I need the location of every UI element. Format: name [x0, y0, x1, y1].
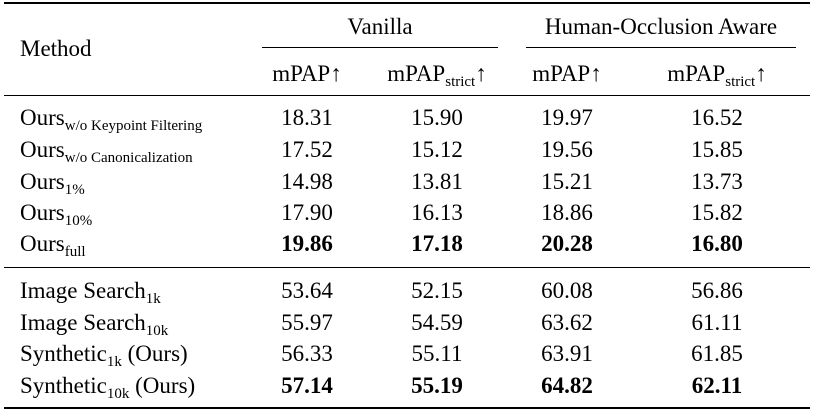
table-cell: 13.81 — [411, 169, 463, 194]
table-cell: 61.11 — [691, 310, 743, 335]
table-cell: 53.64 — [281, 278, 333, 303]
table-cell: 15.90 — [411, 105, 463, 130]
row-method-label: Oursfull — [20, 231, 86, 260]
hoa-group-underline — [526, 47, 796, 48]
table-cell: 61.85 — [691, 341, 743, 366]
table-cell: 62.11 — [691, 373, 743, 398]
table-cell: 16.52 — [691, 105, 743, 130]
table-cell: 19.56 — [541, 137, 593, 162]
table-cell: 19.86 — [281, 231, 333, 256]
row-method-label: Synthetic10k (Ours) — [20, 373, 196, 402]
col-header: mPAP↑ — [272, 61, 342, 86]
table-cell: 15.85 — [691, 137, 743, 162]
table-cell: 54.59 — [411, 310, 463, 335]
col-header: mPAPstrict↑ — [667, 61, 767, 90]
method-header: Method — [20, 36, 92, 61]
table-cell: 56.33 — [281, 341, 333, 366]
table-cell: 63.62 — [541, 310, 593, 335]
row-method-label: Ours1% — [20, 169, 85, 198]
row-method-label: Image Search10k — [20, 310, 169, 339]
table-cell: 19.97 — [541, 105, 593, 130]
table-cell: 57.14 — [281, 373, 333, 398]
table-cell: 17.90 — [281, 200, 333, 225]
table-cell: 18.31 — [281, 105, 333, 130]
table-cell: 52.15 — [411, 278, 463, 303]
table-cell: 64.82 — [541, 373, 593, 398]
row-method-label: Ours10% — [20, 200, 93, 229]
table-cell: 14.98 — [281, 169, 333, 194]
table-cell: 63.91 — [541, 341, 593, 366]
table-cell: 56.86 — [691, 278, 743, 303]
hoa-group-header: Human-Occlusion Aware — [544, 14, 778, 39]
row-method-label: Oursw/o Keypoint Filtering — [20, 105, 203, 134]
section-divider-rule — [4, 267, 810, 268]
row-method-label: Synthetic1k (Ours) — [20, 341, 188, 370]
table-cell: 18.86 — [541, 200, 593, 225]
top-rule — [4, 2, 810, 4]
table-cell: 60.08 — [541, 278, 593, 303]
table-cell: 16.13 — [411, 200, 463, 225]
table-cell: 16.80 — [691, 231, 743, 256]
table-cell: 17.52 — [281, 137, 333, 162]
table-cell: 15.82 — [691, 200, 743, 225]
table-cell: 55.97 — [281, 310, 333, 335]
table-cell: 15.12 — [411, 137, 463, 162]
vanilla-group-header: Vanilla — [347, 14, 413, 39]
table-cell: 17.18 — [411, 231, 463, 256]
vanilla-group-underline — [262, 47, 498, 48]
table-cell: 55.19 — [411, 373, 463, 398]
table-cell: 13.73 — [691, 169, 743, 194]
table-cell: 15.21 — [541, 169, 593, 194]
row-method-label: Oursw/o Canonicalization — [20, 137, 193, 166]
table-cell: 55.11 — [411, 341, 463, 366]
row-method-label: Image Search1k — [20, 278, 161, 307]
col-header: mPAP↑ — [532, 61, 602, 86]
bottom-rule — [4, 407, 810, 409]
header-bottom-rule — [4, 95, 810, 96]
table-cell: 20.28 — [541, 231, 593, 256]
col-header: mPAPstrict↑ — [387, 61, 487, 90]
